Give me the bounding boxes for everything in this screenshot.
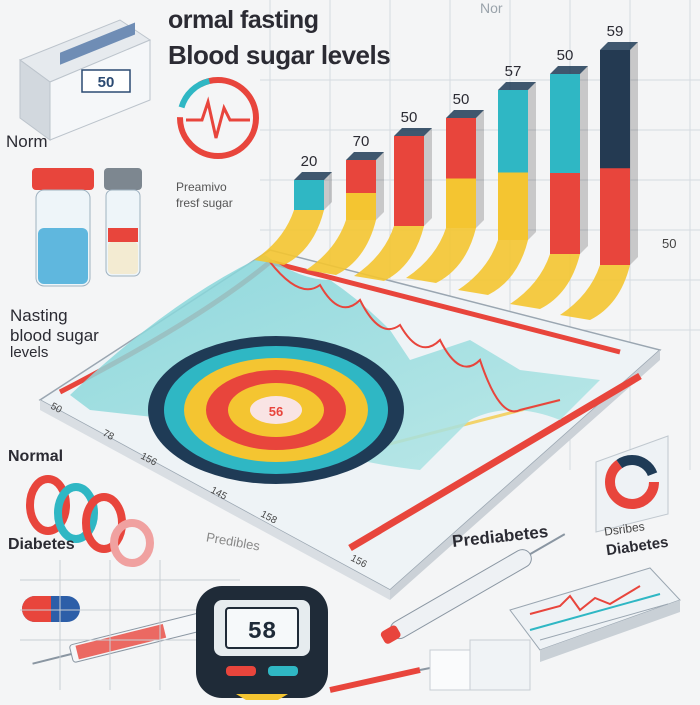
bar-value-label: 50	[453, 91, 470, 108]
vial-icon-small	[104, 168, 142, 277]
medicine-box-icon: 50	[18, 19, 152, 141]
bar-6: 50	[510, 47, 588, 309]
target-rings: 56	[148, 336, 404, 484]
monitor-icon	[509, 567, 681, 662]
norm-faint-label: Nor	[480, 0, 503, 16]
bar-3: 50	[354, 109, 432, 281]
bar-1: 20	[254, 153, 332, 265]
prescription-label-2: fresf sugar	[176, 196, 233, 210]
title-line-2: Blood sugar levels	[168, 40, 391, 70]
meter-reading: 58	[248, 619, 277, 646]
side-value-label: 50	[662, 236, 677, 251]
bar-value-label: 57	[505, 63, 522, 80]
glucometer-icon: 58	[196, 586, 328, 700]
bar-group: 20 70 50 50 57 50 59	[254, 23, 638, 320]
bar-value-label: 20	[301, 153, 318, 170]
bar-4: 50	[406, 91, 484, 283]
nasting-label-2: blood sugar	[10, 326, 99, 345]
diabetes-label: Diabetes	[8, 536, 75, 553]
prescription-label-1: Preamivo	[176, 180, 227, 194]
axis-tick-label: 50	[49, 401, 64, 416]
normal-label: Normal	[8, 448, 64, 465]
heartbeat-icon	[177, 77, 259, 159]
bar-7: 59	[560, 23, 638, 320]
norm-label: Norm	[6, 132, 48, 151]
pill-icon	[22, 596, 80, 622]
glucose-trend-line	[269, 261, 561, 413]
title-line-1: ormal fasting	[168, 6, 319, 34]
test-strips	[429, 639, 531, 691]
bar-2: 70	[306, 133, 384, 275]
target-value: 56	[269, 404, 283, 419]
nasting-label-3: levels	[10, 344, 49, 361]
bar-value-label: 50	[557, 47, 574, 64]
nasting-label-1: Nasting	[10, 306, 68, 325]
bar-value-label: 50	[401, 109, 418, 126]
donut-chart-icon	[595, 435, 669, 533]
lancet-pen-icon	[380, 533, 566, 644]
bar-5: 57	[458, 63, 536, 295]
box-value: 50	[98, 74, 115, 91]
wristband-icon	[26, 475, 154, 567]
bar-value-label: 70	[353, 133, 370, 150]
bar-value-label: 59	[607, 23, 624, 40]
vial-icon-large	[32, 168, 94, 287]
axis-tick-label: 78	[101, 428, 116, 443]
